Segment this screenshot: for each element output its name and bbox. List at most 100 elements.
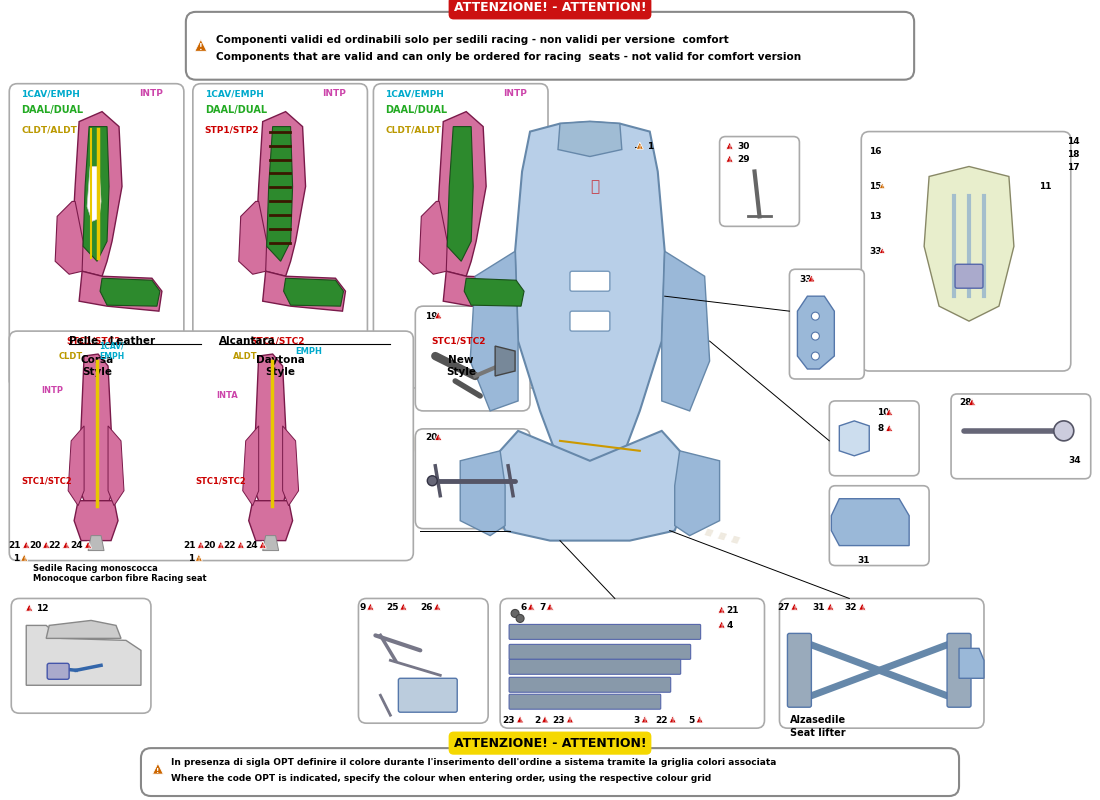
Text: STP1/STP2: STP1/STP2 [205, 125, 260, 134]
Polygon shape [195, 554, 202, 562]
FancyBboxPatch shape [790, 270, 865, 379]
Polygon shape [807, 274, 815, 282]
Text: Corsa
Style: Corsa Style [80, 355, 113, 377]
Text: 12: 12 [36, 604, 48, 613]
Polygon shape [85, 541, 91, 548]
Text: !: ! [519, 718, 521, 723]
FancyBboxPatch shape [570, 311, 609, 331]
Text: INTP: INTP [503, 89, 527, 98]
Text: 1: 1 [188, 554, 194, 563]
Text: !: ! [220, 544, 222, 549]
Text: Seat lifter: Seat lifter [791, 728, 846, 738]
Polygon shape [260, 541, 266, 548]
Text: !: ! [639, 145, 641, 150]
Text: DAAL/DUAL: DAAL/DUAL [385, 105, 448, 114]
Text: INTA: INTA [216, 391, 238, 401]
Polygon shape [84, 126, 109, 262]
Text: 13: 13 [869, 212, 882, 221]
Polygon shape [399, 603, 407, 610]
Polygon shape [827, 603, 834, 610]
Text: Components that are valid and can only be ordered for racing  seats - not valid : Components that are valid and can only b… [216, 52, 801, 62]
Polygon shape [726, 155, 734, 162]
Text: !: ! [881, 250, 883, 254]
Text: 1CAV/EMPH: 1CAV/EMPH [21, 89, 80, 98]
FancyBboxPatch shape [398, 678, 458, 712]
FancyBboxPatch shape [955, 264, 983, 288]
Text: DAAL/DUAL: DAAL/DUAL [21, 105, 84, 114]
Text: !: ! [370, 606, 372, 610]
FancyBboxPatch shape [829, 486, 930, 566]
FancyBboxPatch shape [416, 429, 530, 529]
Polygon shape [798, 296, 834, 369]
Text: ᵮ: ᵮ [591, 179, 600, 194]
Text: !: ! [240, 544, 242, 549]
Text: !: ! [65, 544, 67, 549]
Polygon shape [541, 716, 549, 723]
Polygon shape [491, 431, 690, 541]
Polygon shape [74, 501, 118, 541]
Text: EMPH: EMPH [296, 346, 322, 355]
Text: 11: 11 [1038, 182, 1052, 191]
Polygon shape [924, 166, 1014, 321]
Polygon shape [464, 278, 524, 306]
Text: 27: 27 [777, 603, 790, 612]
FancyBboxPatch shape [47, 663, 69, 679]
Text: 22: 22 [48, 541, 62, 550]
Polygon shape [832, 498, 910, 546]
Text: 34: 34 [1069, 456, 1081, 466]
Polygon shape [26, 626, 141, 686]
Text: 31: 31 [857, 556, 870, 565]
Text: !: ! [793, 606, 795, 610]
Text: Pelle - Leather: Pelle - Leather [69, 336, 155, 346]
Text: 24: 24 [70, 541, 84, 550]
Text: !: ! [728, 158, 730, 162]
Polygon shape [448, 126, 473, 262]
Circle shape [516, 614, 524, 622]
Polygon shape [243, 426, 258, 506]
Polygon shape [558, 122, 622, 157]
FancyBboxPatch shape [192, 84, 367, 388]
Polygon shape [366, 603, 374, 610]
Text: !: ! [829, 606, 832, 610]
Text: !: ! [262, 544, 264, 549]
Polygon shape [283, 426, 298, 506]
Text: Sedile Racing monoscocca: Sedile Racing monoscocca [33, 564, 158, 573]
FancyBboxPatch shape [186, 12, 914, 80]
Polygon shape [470, 251, 518, 411]
FancyBboxPatch shape [829, 401, 920, 476]
FancyBboxPatch shape [509, 625, 701, 639]
Polygon shape [68, 426, 84, 506]
Polygon shape [460, 451, 505, 536]
Text: Alcantara: Alcantara [219, 336, 275, 346]
Text: STC1/STC2: STC1/STC2 [67, 337, 121, 346]
Polygon shape [674, 451, 719, 536]
Polygon shape [108, 426, 124, 506]
Text: !: ! [811, 278, 813, 282]
FancyBboxPatch shape [952, 394, 1091, 478]
Polygon shape [195, 39, 207, 51]
Text: !: ! [436, 606, 439, 610]
Circle shape [812, 312, 820, 320]
Polygon shape [21, 554, 28, 562]
Text: !: ! [728, 145, 730, 150]
Text: !: ! [403, 606, 405, 610]
Polygon shape [25, 604, 33, 611]
Text: STC1/STC2: STC1/STC2 [21, 476, 72, 486]
Text: !: ! [698, 718, 701, 723]
Text: !: ! [644, 718, 646, 723]
Polygon shape [73, 112, 122, 276]
Text: Componenti validi ed ordinabili solo per sedili racing - non validi per versione: Componenti validi ed ordinabili solo per… [216, 34, 728, 45]
Polygon shape [528, 603, 535, 610]
Polygon shape [419, 202, 448, 274]
Polygon shape [78, 354, 114, 510]
Text: !: ! [200, 544, 202, 549]
Text: !: ! [861, 606, 864, 610]
Circle shape [812, 352, 820, 360]
Text: 22: 22 [223, 541, 235, 550]
FancyBboxPatch shape [780, 598, 984, 728]
Text: Where the code OPT is indicated, specify the colour when entering order, using t: Where the code OPT is indicated, specify… [170, 774, 711, 782]
Circle shape [427, 476, 438, 486]
Text: 1CAV/EMPH: 1CAV/EMPH [385, 89, 444, 98]
FancyBboxPatch shape [509, 678, 671, 692]
Polygon shape [879, 182, 886, 189]
